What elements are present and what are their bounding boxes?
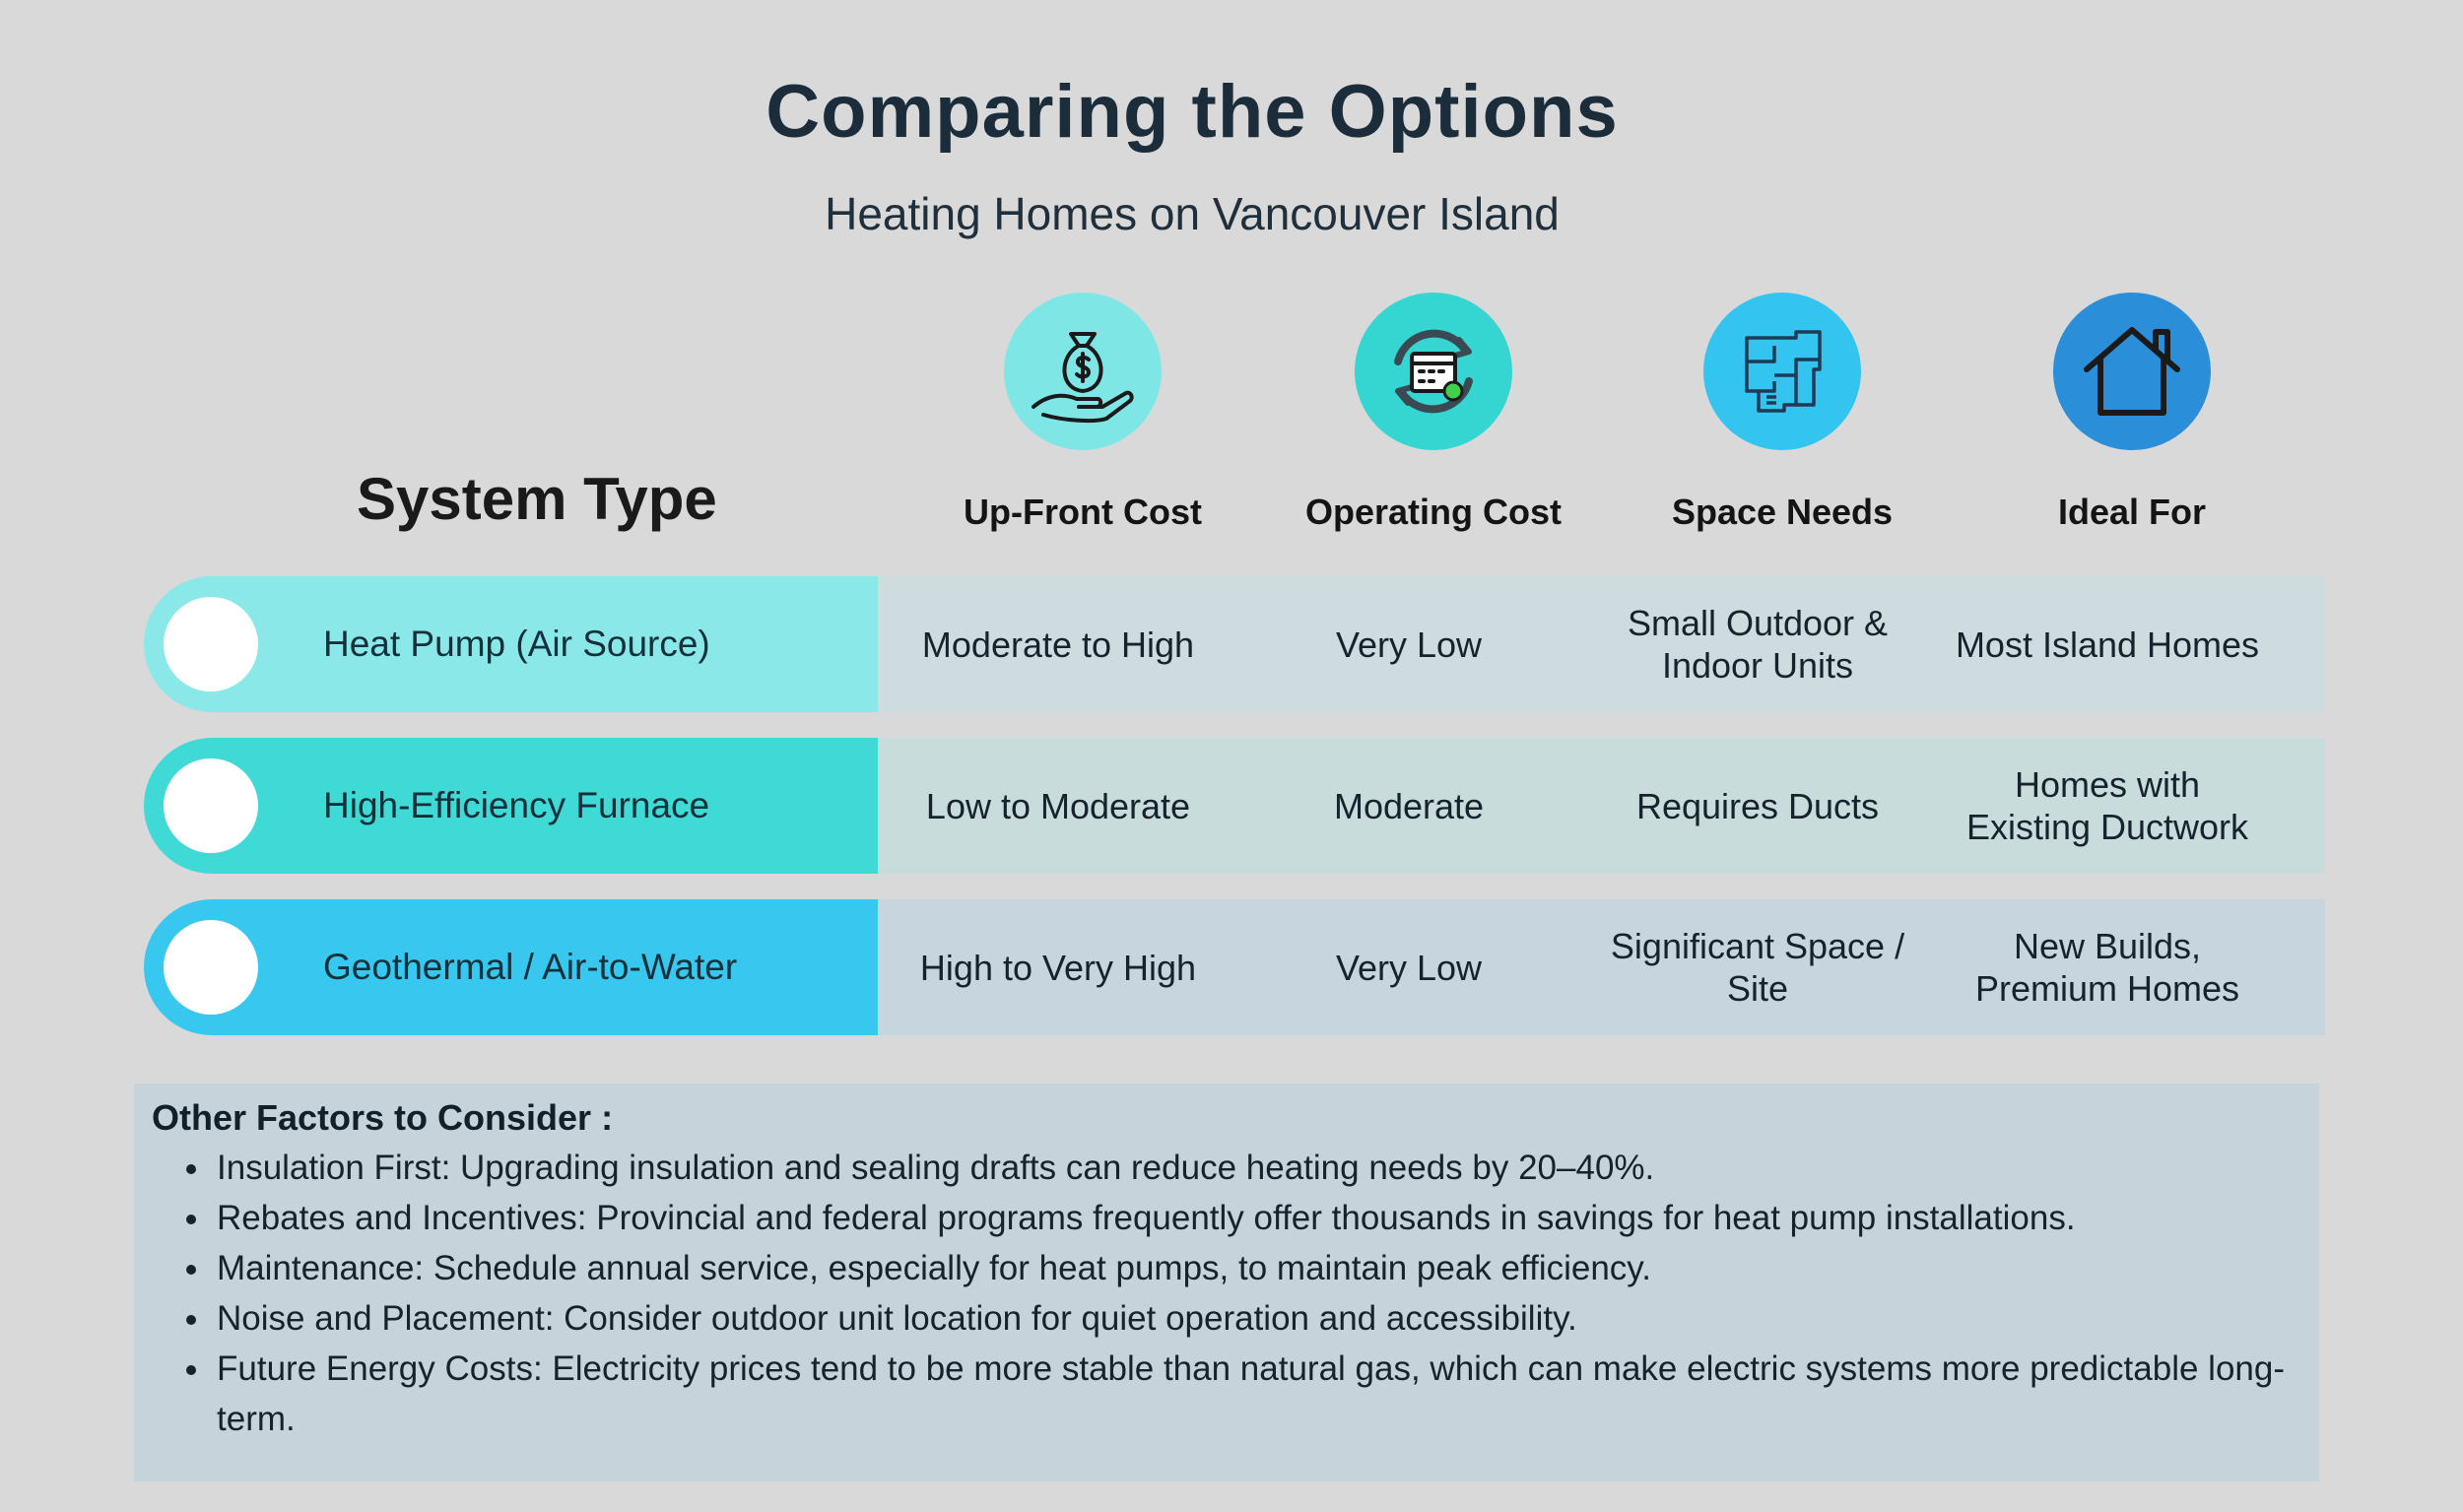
column-label: Operating Cost <box>1304 492 1562 532</box>
money-bag-hand-icon <box>1004 293 1162 450</box>
column-label: Space Needs <box>1671 492 1894 532</box>
calendar-cycle-icon <box>1355 293 1512 450</box>
table-row: High-Efficiency Furnace Low to Moderate … <box>144 738 2325 874</box>
cell-upfront-cost: Low to Moderate <box>925 785 1191 826</box>
page-title: Comparing the Options <box>766 70 1619 154</box>
other-factors-panel: Other Factors to Consider : Insulation F… <box>134 1084 2319 1481</box>
cell-operating-cost: Very Low <box>1335 947 1483 988</box>
column-label: Up-Front Cost <box>964 492 1202 532</box>
cell-upfront-cost: High to Very High <box>919 947 1197 988</box>
table-row: Geothermal / Air-to-Water High to Very H… <box>144 899 2325 1035</box>
column-header-ideal-for: Ideal For <box>1955 293 2309 533</box>
system-name: High-Efficiency Furnace <box>323 785 710 825</box>
cell-upfront-cost: Moderate to High <box>921 624 1195 665</box>
table-row: Heat Pump (Air Source) Moderate to High … <box>144 576 2325 712</box>
cell-ideal-for: New Builds, Premium Homes <box>1974 926 2240 1009</box>
list-item: Rebates and Incentives: Provincial and f… <box>213 1193 2351 1243</box>
cell-space-needs: Significant Space / Site <box>1610 926 1905 1009</box>
house-icon <box>2053 293 2211 450</box>
row-values: High to Very High Very Low Significant S… <box>878 899 2325 1035</box>
system-name: Heat Pump (Air Source) <box>323 624 710 664</box>
row-label-pill: Geothermal / Air-to-Water <box>144 899 878 1035</box>
page-subtitle: Heating Homes on Vancouver Island <box>825 188 1560 239</box>
column-header-space-needs: Space Needs <box>1605 293 1960 533</box>
cell-ideal-for: Homes with Existing Ductwork <box>1965 764 2249 847</box>
column-header-operating-cost: Operating Cost <box>1256 293 1611 533</box>
list-item: Insulation First: Upgrading insulation a… <box>213 1143 2351 1193</box>
list-item: Maintenance: Schedule annual service, es… <box>213 1243 2351 1293</box>
row-label-pill: High-Efficiency Furnace <box>144 738 878 874</box>
cell-space-needs: Requires Ducts <box>1635 785 1880 826</box>
row-values: Low to Moderate Moderate Requires Ducts … <box>878 738 2325 874</box>
cell-space-needs: Small Outdoor & Indoor Units <box>1627 603 1889 686</box>
column-label: Ideal For <box>2057 492 2207 532</box>
system-type-header: System Type <box>357 466 717 532</box>
system-name: Geothermal / Air-to-Water <box>323 947 738 987</box>
row-bullet <box>164 758 258 853</box>
cell-operating-cost: Very Low <box>1335 624 1483 665</box>
row-label-pill: Heat Pump (Air Source) <box>144 576 878 712</box>
cell-ideal-for: Most Island Homes <box>1955 624 2260 665</box>
other-factors-title: Other Factors to Consider : <box>152 1097 614 1138</box>
list-item: Noise and Placement: Consider outdoor un… <box>213 1293 2351 1344</box>
row-bullet <box>164 920 258 1015</box>
row-bullet <box>164 597 258 691</box>
column-header-upfront-cost: Up-Front Cost <box>905 293 1260 533</box>
other-factors-list: Insulation First: Upgrading insulation a… <box>152 1143 2351 1444</box>
list-item: Future Energy Costs: Electricity prices … <box>213 1344 2351 1444</box>
floor-plan-icon <box>1703 293 1861 450</box>
row-values: Moderate to High Very Low Small Outdoor … <box>878 576 2325 712</box>
cell-operating-cost: Moderate <box>1333 785 1485 826</box>
